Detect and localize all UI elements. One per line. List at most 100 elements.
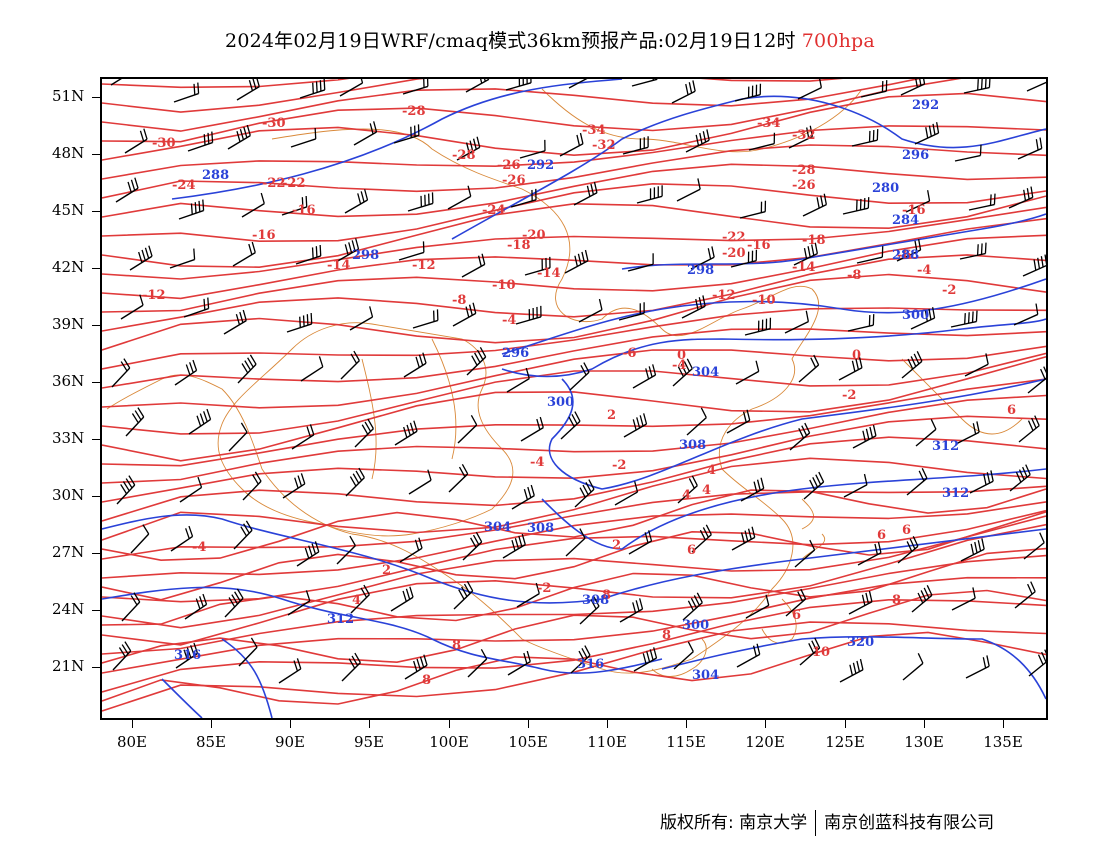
barb-flag	[711, 246, 715, 258]
barb-shaft	[467, 658, 488, 678]
wind-barb	[569, 362, 590, 391]
barb-flag	[474, 352, 481, 363]
barb-flag	[202, 199, 205, 211]
barb-flag	[203, 134, 206, 146]
barb-flag	[465, 306, 470, 318]
barb-flag	[123, 358, 131, 369]
barb-shaft	[968, 203, 995, 211]
barb-flag	[536, 418, 541, 430]
barb-flag	[315, 246, 318, 258]
barb-flag	[579, 487, 586, 498]
wind-barb	[278, 658, 302, 684]
barb-flag	[144, 247, 150, 259]
barb-flag	[815, 474, 822, 485]
temperature-label: -4	[672, 358, 686, 373]
barb-flag	[183, 649, 189, 661]
barb-flag	[203, 298, 206, 310]
height-label: 308	[527, 521, 554, 536]
wind-barb	[236, 79, 260, 101]
wind-barb	[785, 588, 807, 617]
barb-shaft	[1027, 377, 1046, 394]
barb-flag	[470, 537, 477, 548]
barb-flag	[246, 124, 251, 136]
barb-flag	[812, 477, 819, 488]
barb-flag	[427, 469, 432, 481]
barb-flag	[405, 588, 411, 600]
temperature-label: -24	[172, 178, 196, 193]
barb-flag	[479, 347, 487, 358]
wind-barb	[681, 295, 706, 319]
barb-shaft	[685, 139, 710, 153]
temperature-contour	[102, 79, 962, 143]
wind-barb	[467, 649, 488, 678]
barb-flag	[967, 312, 970, 324]
wind-barb	[959, 242, 987, 260]
barb-flag	[695, 134, 700, 146]
barb-shaft	[963, 86, 990, 94]
wind-barb	[398, 241, 425, 261]
wind-barb	[125, 407, 145, 437]
temperature-label: -18	[507, 238, 531, 253]
temperature-contour	[102, 394, 1046, 484]
barb-flag	[823, 193, 828, 205]
barb-flag	[925, 127, 929, 139]
barb-flag	[530, 484, 535, 496]
barb-flag	[1027, 420, 1034, 431]
temperature-contour	[102, 501, 1046, 579]
wind-barb	[516, 582, 540, 608]
wind-barb	[745, 594, 770, 619]
barb-flag	[240, 526, 248, 537]
barb-flag	[241, 363, 249, 374]
height-label: 312	[327, 612, 354, 627]
lat-label: 36N	[52, 372, 85, 390]
barb-flag	[811, 244, 815, 256]
height-label: 316	[174, 648, 201, 663]
wind-barb	[915, 419, 937, 447]
barb-flag	[293, 660, 299, 672]
barb-flag	[193, 248, 196, 260]
wind-barb	[110, 79, 122, 86]
height-contour	[161, 638, 273, 718]
barb-flag	[124, 641, 132, 652]
barb-flag	[742, 411, 747, 423]
barb-flag	[260, 192, 265, 204]
barb-flag	[912, 536, 919, 547]
wind-barb	[969, 470, 994, 494]
wind-barb	[354, 418, 374, 448]
temperature-label: -2	[537, 581, 551, 596]
temperature-label: -18	[802, 233, 826, 248]
barb-flag	[797, 591, 804, 602]
barb-shaft	[465, 79, 490, 93]
wind-barb	[174, 359, 198, 386]
height-label: 300	[682, 618, 709, 633]
temperature-label: 6	[877, 528, 886, 543]
wind-barb	[466, 347, 487, 376]
barb-shaft	[448, 473, 469, 493]
barb-flag	[981, 538, 985, 550]
barb-flag	[360, 587, 368, 598]
barb-flag	[199, 413, 205, 425]
barb-shaft	[1028, 661, 1046, 677]
temperature-label: -22	[722, 230, 746, 245]
barb-flag	[234, 591, 241, 602]
barb-flag	[915, 79, 918, 88]
height-contour	[541, 468, 1046, 550]
barb-flag	[1040, 368, 1046, 380]
barb-flag	[702, 295, 706, 307]
barb-shaft	[838, 367, 863, 381]
barb-shaft	[734, 94, 761, 102]
barb-flag	[913, 353, 920, 365]
barb-flag	[699, 529, 706, 541]
temperature-contour	[102, 182, 1046, 243]
barb-flag	[920, 590, 927, 601]
barb-flag	[476, 136, 481, 148]
barb-flag	[984, 242, 987, 254]
barb-flag	[1037, 257, 1041, 269]
barb-flag	[1018, 469, 1025, 480]
barb-shaft	[905, 200, 930, 213]
temperature-label: -22	[282, 176, 306, 191]
barb-flag	[294, 477, 299, 489]
lat-label: 27N	[52, 543, 85, 561]
barb-flag	[980, 243, 983, 255]
height-label: 300	[547, 395, 574, 410]
